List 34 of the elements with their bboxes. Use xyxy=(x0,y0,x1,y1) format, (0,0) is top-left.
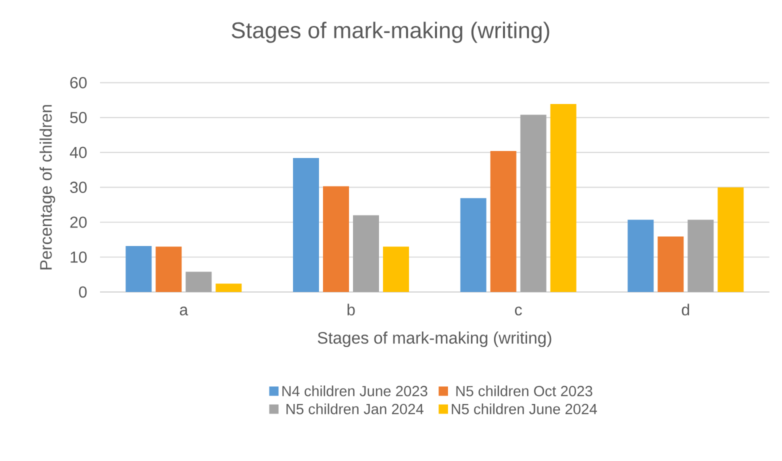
bar xyxy=(718,187,744,292)
bar xyxy=(550,104,576,292)
bar xyxy=(383,246,409,292)
y-tick-label: 30 xyxy=(70,182,87,193)
bar xyxy=(323,186,349,292)
chart-title: Stages of mark-making (writing) xyxy=(232,22,550,43)
bar xyxy=(490,151,516,292)
bar xyxy=(460,198,486,292)
bar xyxy=(126,246,152,292)
y-axis-title: Percentage of children xyxy=(40,105,56,270)
x-tick-label: c xyxy=(515,306,522,316)
bar xyxy=(628,220,654,292)
bar xyxy=(353,215,379,292)
y-tick-label: 50 xyxy=(70,112,87,124)
y-tick-label: 0 xyxy=(79,286,87,298)
bar xyxy=(216,284,242,292)
bar xyxy=(293,158,319,292)
y-tick-label: 10 xyxy=(70,251,87,263)
legend-label: N5 children June 2024 xyxy=(452,403,597,414)
bar xyxy=(658,236,684,292)
y-tick-label: 40 xyxy=(70,146,87,158)
legend-label: N5 children Oct 2023 xyxy=(456,386,592,396)
bar xyxy=(156,246,182,292)
legend-label: N5 children Jan 2024 xyxy=(286,403,424,414)
y-tick-label: 60 xyxy=(70,77,87,88)
bar xyxy=(688,220,714,292)
y-tick-label: 20 xyxy=(70,216,87,228)
legend-label: N4 children June 2023 xyxy=(282,386,428,396)
x-tick-label: d xyxy=(682,304,690,316)
bar xyxy=(186,272,212,292)
x-tick-label: a xyxy=(180,306,188,316)
x-axis-title: Stages of mark-making (writing) xyxy=(318,332,552,348)
bar xyxy=(520,114,546,292)
x-tick-label: b xyxy=(348,304,355,316)
